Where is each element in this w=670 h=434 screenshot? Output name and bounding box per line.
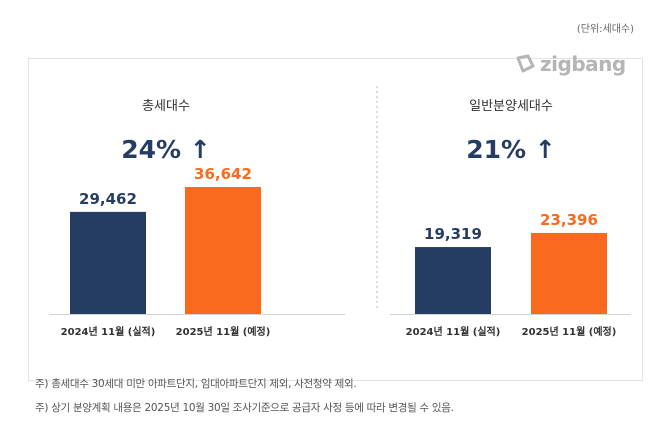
chart-title: 총세대수 (142, 99, 190, 114)
value-label: 36,642 (194, 165, 252, 183)
unit-label: (단위:세대수) (576, 24, 634, 35)
logo-text: zigbang (540, 52, 626, 76)
value-label: 29,462 (79, 190, 137, 208)
chart-frame (28, 58, 643, 381)
bar-planned (531, 232, 607, 314)
chart-title: 일반분양세대수 (469, 99, 553, 114)
category-label: 2025년 11월 (예정) (176, 325, 271, 338)
value-label: 23,396 (540, 211, 598, 229)
value-label: 19,319 (424, 225, 482, 243)
category-label: 2024년 11월 (실적) (406, 325, 501, 338)
bar-actual (415, 247, 491, 314)
zigbang-logo: zigbang (514, 52, 626, 76)
category-label: 2024년 11월 (실적) (61, 325, 156, 338)
zigbang-logo-icon (516, 54, 535, 73)
change-label: 21% ↑ (466, 135, 556, 164)
footnote-2: 주) 상기 분양계획 내용은 2025년 10월 30일 조사기준으로 공급자 … (35, 402, 454, 414)
bar-planned (185, 187, 261, 314)
category-label: 2025년 11월 (예정) (522, 325, 617, 338)
change-label: 24% ↑ (121, 135, 211, 164)
bar-actual (70, 211, 146, 314)
footnote-1: 주) 총세대수 30세대 미만 아파트단지, 임대아파트단지 제외, 사전청약 … (35, 378, 357, 390)
